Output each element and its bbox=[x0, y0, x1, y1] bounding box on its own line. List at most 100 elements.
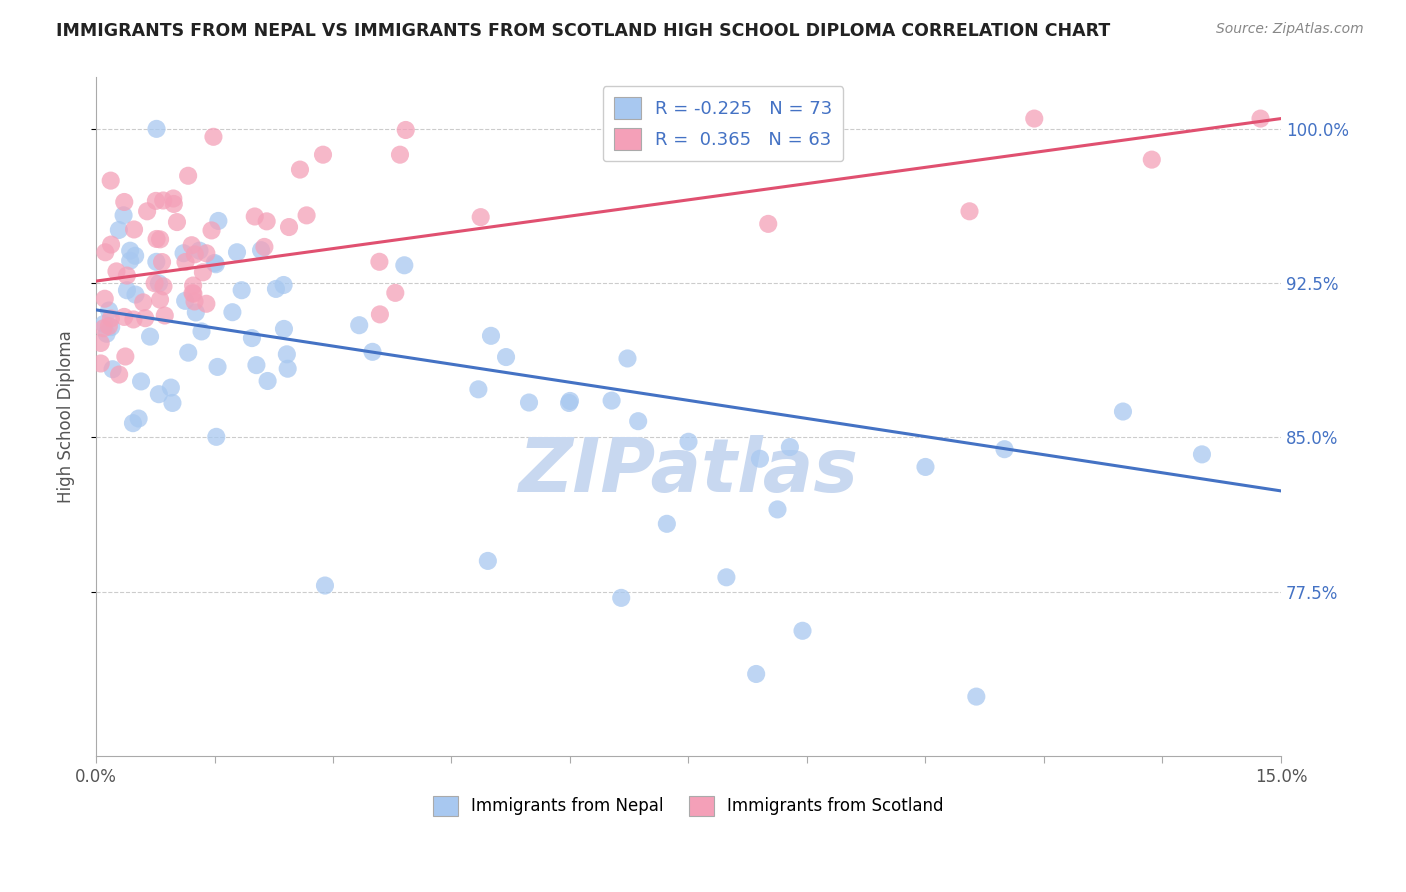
Point bbox=[745, 667, 768, 681]
Point bbox=[245, 358, 267, 372]
Point bbox=[207, 214, 229, 228]
Point bbox=[993, 442, 1015, 457]
Point bbox=[184, 305, 207, 319]
Point bbox=[1112, 404, 1135, 418]
Point bbox=[678, 434, 700, 449]
Point bbox=[180, 238, 202, 252]
Point bbox=[277, 361, 299, 376]
Point bbox=[205, 430, 228, 444]
Point bbox=[115, 268, 138, 283]
Point bbox=[149, 293, 172, 307]
Point bbox=[1191, 447, 1213, 461]
Point bbox=[278, 220, 301, 235]
Point bbox=[205, 257, 228, 271]
Point bbox=[273, 322, 295, 336]
Point bbox=[148, 277, 170, 291]
Point bbox=[145, 194, 167, 208]
Point bbox=[105, 264, 128, 278]
Point bbox=[134, 311, 156, 326]
Point bbox=[479, 328, 502, 343]
Point bbox=[124, 249, 146, 263]
Text: IMMIGRANTS FROM NEPAL VS IMMIGRANTS FROM SCOTLAND HIGH SCHOOL DIPLOMA CORRELATIO: IMMIGRANTS FROM NEPAL VS IMMIGRANTS FROM… bbox=[56, 22, 1111, 40]
Point bbox=[195, 246, 218, 260]
Point bbox=[97, 303, 120, 318]
Point bbox=[122, 416, 145, 430]
Point bbox=[97, 319, 120, 334]
Point bbox=[184, 247, 207, 261]
Point bbox=[288, 162, 311, 177]
Point bbox=[112, 194, 135, 209]
Point bbox=[108, 368, 131, 382]
Point bbox=[153, 309, 176, 323]
Point bbox=[256, 214, 278, 228]
Point bbox=[145, 121, 167, 136]
Point bbox=[93, 317, 115, 331]
Point bbox=[295, 208, 318, 222]
Point bbox=[655, 516, 678, 531]
Point bbox=[243, 210, 266, 224]
Point bbox=[368, 254, 391, 268]
Point bbox=[100, 311, 122, 326]
Point bbox=[114, 350, 136, 364]
Point bbox=[163, 197, 186, 211]
Point bbox=[314, 578, 336, 592]
Point bbox=[600, 393, 623, 408]
Point bbox=[93, 321, 115, 335]
Point bbox=[256, 374, 278, 388]
Point bbox=[132, 295, 155, 310]
Point bbox=[120, 244, 142, 258]
Point bbox=[226, 245, 249, 260]
Point bbox=[470, 210, 492, 224]
Point bbox=[240, 331, 263, 345]
Point bbox=[160, 381, 183, 395]
Text: ZIPatlas: ZIPatlas bbox=[519, 434, 859, 508]
Point bbox=[207, 359, 229, 374]
Point bbox=[276, 347, 298, 361]
Point bbox=[467, 382, 489, 396]
Point bbox=[93, 292, 115, 306]
Point bbox=[148, 387, 170, 401]
Point bbox=[388, 147, 411, 161]
Point bbox=[143, 276, 166, 290]
Point bbox=[100, 237, 122, 252]
Point bbox=[94, 245, 117, 260]
Point bbox=[1250, 112, 1272, 126]
Point bbox=[766, 502, 789, 516]
Point bbox=[152, 279, 174, 293]
Point bbox=[136, 204, 159, 219]
Point bbox=[145, 255, 167, 269]
Point bbox=[124, 287, 146, 301]
Point bbox=[183, 294, 205, 309]
Point bbox=[959, 204, 981, 219]
Point bbox=[347, 318, 370, 333]
Point bbox=[221, 305, 243, 319]
Point bbox=[792, 624, 814, 638]
Point bbox=[779, 440, 801, 454]
Point bbox=[965, 690, 987, 704]
Point bbox=[112, 208, 135, 222]
Point bbox=[312, 147, 335, 161]
Point bbox=[150, 255, 173, 269]
Point bbox=[174, 255, 197, 269]
Point bbox=[231, 283, 253, 297]
Point bbox=[716, 570, 738, 584]
Point bbox=[558, 393, 581, 408]
Point bbox=[183, 286, 205, 301]
Point bbox=[139, 329, 162, 343]
Point bbox=[149, 232, 172, 246]
Point bbox=[610, 591, 633, 605]
Point bbox=[188, 244, 211, 258]
Point bbox=[191, 265, 214, 279]
Point bbox=[756, 217, 779, 231]
Point bbox=[250, 243, 273, 257]
Point bbox=[177, 169, 200, 183]
Point bbox=[100, 320, 122, 334]
Y-axis label: High School Diploma: High School Diploma bbox=[58, 330, 75, 503]
Point bbox=[368, 307, 391, 321]
Point bbox=[616, 351, 638, 366]
Point bbox=[128, 411, 150, 425]
Point bbox=[517, 395, 540, 409]
Point bbox=[204, 256, 226, 270]
Point bbox=[477, 554, 499, 568]
Point bbox=[181, 278, 204, 293]
